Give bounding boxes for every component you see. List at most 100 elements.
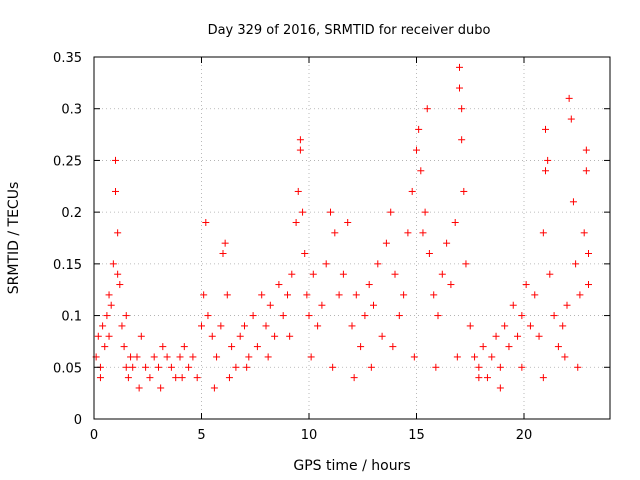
data-point <box>447 281 455 289</box>
x-axis-label: GPS time / hours <box>293 458 410 474</box>
data-point <box>167 363 175 371</box>
data-point <box>488 353 496 361</box>
data-point <box>305 312 313 320</box>
data-point <box>535 332 543 340</box>
data-point <box>526 322 534 330</box>
y-tick-label: 0.25 <box>53 154 82 169</box>
data-point <box>496 363 504 371</box>
data-point <box>137 332 145 340</box>
data-point <box>114 229 122 237</box>
data-point <box>122 363 130 371</box>
data-point <box>582 146 590 154</box>
data-point <box>112 156 119 164</box>
x-tick-label: 15 <box>408 428 425 443</box>
data-point <box>262 322 270 330</box>
data-point <box>382 239 390 247</box>
data-point <box>204 312 212 320</box>
data-point <box>395 312 403 320</box>
y-tick-label: 0.15 <box>53 258 82 273</box>
data-point <box>159 343 167 351</box>
data-point <box>344 218 352 226</box>
data-point <box>213 353 221 361</box>
data-point <box>133 353 141 361</box>
y-tick-label: 0.05 <box>53 361 82 376</box>
data-point <box>451 218 459 226</box>
data-point <box>443 239 451 247</box>
data-point <box>200 291 208 299</box>
data-point <box>228 343 236 351</box>
data-point <box>544 156 552 164</box>
data-point <box>105 332 113 340</box>
data-point <box>554 343 562 351</box>
y-axis-label: SRMTID / TECUs <box>6 182 22 295</box>
data-point <box>335 291 343 299</box>
data-point <box>387 208 395 216</box>
data-point <box>142 363 150 371</box>
data-point <box>417 167 425 175</box>
data-point <box>327 208 334 216</box>
data-point <box>301 250 309 258</box>
data-point <box>550 312 558 320</box>
data-point <box>202 218 210 226</box>
data-point <box>458 105 466 113</box>
data-point <box>559 322 567 330</box>
data-point <box>505 343 513 351</box>
data-point <box>120 343 128 351</box>
data-point <box>391 270 399 278</box>
data-point <box>307 353 315 361</box>
data-point <box>582 167 590 175</box>
data-point <box>421 208 429 216</box>
x-tick-label: 5 <box>197 428 205 443</box>
y-tick-label: 0.35 <box>53 51 82 66</box>
data-point <box>456 63 463 71</box>
data-point <box>496 384 504 392</box>
data-point <box>585 250 592 258</box>
data-point <box>361 312 369 320</box>
data-point <box>518 312 526 320</box>
plot-frame <box>93 56 611 420</box>
data-point <box>180 343 188 351</box>
x-tick-label: 0 <box>90 428 98 443</box>
data-point <box>350 374 358 382</box>
data-point <box>225 374 233 382</box>
data-point <box>565 94 573 102</box>
data-point <box>245 353 253 361</box>
y-tick-label: 0.1 <box>61 310 82 325</box>
y-axis-ticks: 0 0.05 0.1 0.15 0.2 0.25 0.3 0.35 <box>53 51 610 428</box>
x-axis-ticks: 0 5 10 15 20 <box>90 57 532 443</box>
data-point <box>404 229 412 237</box>
data-point <box>479 343 487 351</box>
data-point <box>208 332 216 340</box>
data-point <box>462 260 470 268</box>
data-point <box>352 291 360 299</box>
data-point <box>292 218 300 226</box>
x-tick-label: 10 <box>301 428 318 443</box>
data-point <box>438 270 446 278</box>
data-point <box>178 374 186 382</box>
data-point <box>539 374 547 382</box>
data-point <box>232 363 240 371</box>
data-point <box>176 353 184 361</box>
data-point <box>475 363 483 371</box>
data-point <box>163 353 171 361</box>
data-point <box>574 363 582 371</box>
data-point <box>185 363 193 371</box>
data-point <box>378 332 386 340</box>
data-point <box>172 374 180 382</box>
data-point <box>243 363 251 371</box>
y-tick-label: 0 <box>74 413 82 428</box>
data-point <box>561 353 569 361</box>
data-point <box>122 312 130 320</box>
data-point <box>112 187 119 195</box>
data-point <box>423 105 431 113</box>
data-point <box>456 84 463 92</box>
data-point <box>331 229 339 237</box>
data-point <box>329 363 337 371</box>
data-point <box>374 260 382 268</box>
data-point <box>296 136 304 144</box>
data-point <box>542 125 549 133</box>
data-point <box>198 322 205 330</box>
data-point <box>569 198 577 206</box>
data-point <box>288 270 296 278</box>
data-point <box>531 291 539 299</box>
